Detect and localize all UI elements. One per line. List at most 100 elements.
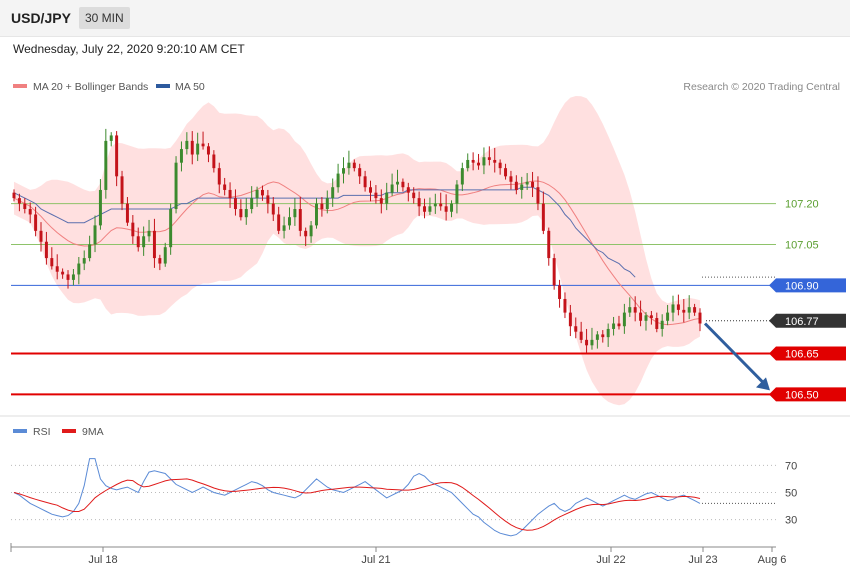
- candle-body: [342, 168, 345, 174]
- candle-body: [98, 189, 102, 226]
- candle-body: [179, 149, 183, 163]
- candle-body: [590, 339, 594, 346]
- candle-body: [385, 192, 389, 204]
- rsi-tick-label: 30: [785, 515, 797, 527]
- candle-body: [174, 162, 178, 210]
- ma20-legend-label: MA 20 + Bollinger Bands: [33, 81, 148, 93]
- rsi-line: [13, 458, 701, 537]
- candle-body: [66, 274, 70, 280]
- candle-body: [552, 258, 556, 286]
- candle-body: [558, 285, 562, 299]
- candle-body: [417, 198, 421, 207]
- candle-body: [633, 307, 637, 313]
- candle-body: [260, 189, 264, 196]
- candle-body: [158, 258, 162, 264]
- forecast-arrow-head: [756, 377, 770, 391]
- candle-body: [293, 209, 297, 218]
- timeframe-badge[interactable]: 30 MIN: [79, 7, 130, 29]
- candle-body: [142, 236, 146, 248]
- rsi-ma-line: [13, 478, 701, 531]
- candle-body: [212, 154, 216, 169]
- candle-body: [693, 307, 697, 313]
- candle-body: [44, 241, 48, 259]
- candle-body: [120, 176, 124, 204]
- candle-body: [525, 181, 529, 185]
- candle-body: [201, 143, 205, 147]
- candle-body: [55, 266, 59, 272]
- candle-body: [363, 176, 367, 188]
- candle-body: [628, 307, 632, 313]
- candle-body: [390, 184, 394, 193]
- x-tick-label: Jul 22: [596, 554, 625, 566]
- rsi-legend-label: RSI: [33, 426, 51, 438]
- symbol-title: USD/JPY: [11, 10, 71, 26]
- rsi-tick-label: 70: [785, 460, 797, 472]
- candle-body: [574, 326, 578, 332]
- rsi-legend-swatch: [13, 429, 27, 433]
- bollinger-band-area: [14, 96, 700, 406]
- support-label: 106.65: [785, 348, 819, 360]
- candle-body: [687, 307, 691, 313]
- candle-body: [498, 162, 502, 169]
- candle-body: [277, 214, 281, 231]
- candle-body: [50, 258, 54, 267]
- candle-body: [563, 298, 567, 313]
- candle-body: [374, 192, 378, 199]
- candle-body: [169, 209, 173, 248]
- x-tick-label: Aug 6: [758, 554, 787, 566]
- candle-body: [676, 304, 680, 310]
- candle-body: [93, 225, 97, 245]
- candle-body: [17, 198, 21, 204]
- candle-body: [115, 135, 119, 177]
- candle-body: [369, 187, 372, 193]
- ma50-legend-swatch: [156, 84, 170, 88]
- candle-body: [455, 184, 459, 204]
- candle-body: [487, 157, 491, 160]
- level-lines: [11, 203, 776, 396]
- legend: MA 20 + Bollinger Bands MA 50: [13, 81, 205, 93]
- x-tick-label: Jul 23: [688, 554, 717, 566]
- candle-body: [298, 209, 302, 231]
- candle-body: [682, 309, 686, 313]
- candle-body: [104, 140, 108, 190]
- candle-body: [255, 189, 259, 199]
- candle-body: [325, 198, 329, 210]
- current-price-tag: [769, 313, 846, 328]
- candle-body: [649, 315, 653, 319]
- candle-body: [595, 334, 599, 340]
- candle-body: [109, 135, 113, 141]
- pivot-label: 106.90: [785, 280, 819, 292]
- candle-body: [304, 230, 308, 237]
- candle-body: [309, 225, 313, 237]
- candle-body: [444, 206, 448, 212]
- candle-body: [217, 168, 221, 185]
- candle-body: [493, 159, 497, 163]
- rsi-tick-label: 50: [785, 488, 797, 500]
- rsi-pane: RSI 9MA 70 50 30: [11, 426, 797, 537]
- x-tick-label: Jul 21: [361, 554, 390, 566]
- candle-body: [477, 162, 481, 166]
- support-label: 106.50: [785, 389, 819, 401]
- candle-body: [531, 181, 535, 188]
- candle-body: [358, 168, 362, 177]
- candle-body: [698, 312, 702, 324]
- candle-body: [396, 181, 399, 185]
- candle-body: [520, 184, 524, 190]
- candle-body: [466, 159, 470, 169]
- candle-body: [536, 187, 540, 204]
- candles: [12, 128, 702, 353]
- candle-body: [152, 230, 156, 259]
- candle-body: [660, 320, 664, 329]
- candle-body: [514, 181, 518, 190]
- candle-body: [666, 312, 670, 321]
- candle-body: [71, 274, 75, 280]
- candle-body: [239, 209, 243, 218]
- candle-body: [406, 187, 410, 193]
- rsi-ma-legend-swatch: [62, 429, 76, 433]
- candle-body: [233, 198, 237, 210]
- candle-body: [671, 304, 675, 313]
- candle-body: [401, 181, 405, 188]
- level-labels: 107.20 107.05 106.90 106.77 106.65 106.50: [703, 199, 846, 402]
- candle-body: [423, 206, 427, 212]
